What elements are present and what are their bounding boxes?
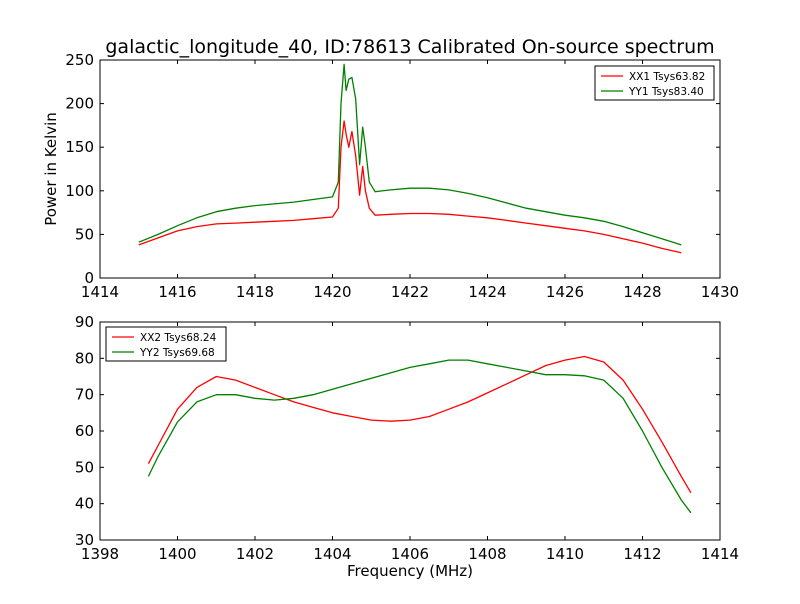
x-tick-label: 1414 xyxy=(701,545,739,563)
x-tick-label: 1404 xyxy=(313,545,351,563)
series-line-2 xyxy=(138,63,682,246)
y-tick-label: 70 xyxy=(75,386,94,404)
x-tick-label: 1428 xyxy=(623,283,661,301)
y-tick-label: 250 xyxy=(65,51,94,69)
figure-title: galactic_longitude_40, ID:78613 Calibrat… xyxy=(105,36,714,58)
x-tick-label: 1400 xyxy=(158,545,196,563)
y-tick-label: 50 xyxy=(75,458,94,476)
x-tick-label: 1412 xyxy=(623,545,661,563)
legend-label-1: XX2 Tsys68.24 xyxy=(140,332,217,344)
legend-label-2: YY2 Tsys69.68 xyxy=(139,347,215,359)
y-tick-label: 40 xyxy=(75,495,94,513)
x-tick-label: 1414 xyxy=(81,283,119,301)
plot-panel-bottom: 1398 1400 1402 1404 1406 1408 1410 1412 1414 30 40… xyxy=(75,313,739,580)
x-tick-label: 1430 xyxy=(701,283,739,301)
y-tick-label: 80 xyxy=(75,349,94,367)
y-tick-label: 200 xyxy=(65,95,94,113)
x-tick-label: 1402 xyxy=(236,545,274,563)
y-tick-label: 50 xyxy=(75,225,94,243)
x-tick-label: 1426 xyxy=(546,283,584,301)
series-line-1 xyxy=(138,120,682,254)
x-tick-label: 1418 xyxy=(236,283,274,301)
series-line-1 xyxy=(147,355,692,494)
x-tick-label: 1422 xyxy=(391,283,429,301)
y-tick-label: 0 xyxy=(84,269,94,287)
legend-label-2: YY1 Tsys83.40 xyxy=(628,86,704,98)
y-tick-label: 150 xyxy=(65,138,94,156)
x-tick-label: 1398 xyxy=(81,545,119,563)
legend-box xyxy=(105,326,227,362)
y-tick-label: 30 xyxy=(75,531,94,549)
x-tick-label: 1424 xyxy=(468,283,506,301)
legend-label-1: XX1 Tsys63.82 xyxy=(629,71,705,83)
legend: XX1 Tsys63.82 YY1 Tsys83.40 xyxy=(594,65,715,101)
series-line-2 xyxy=(147,359,692,514)
x-tick-label: 1406 xyxy=(391,545,429,563)
y-tick-label: 90 xyxy=(75,313,94,331)
x-axis-label: Frequency (MHz) xyxy=(347,562,473,580)
y-axis-label: Power in Kelvin xyxy=(42,112,60,226)
x-tick-label: 1408 xyxy=(468,545,506,563)
plot-panel-top: 1414 1416 1418 1420 1422 1424 1426 1428 1430 0 50 1… xyxy=(42,51,739,301)
x-tick-label: 1416 xyxy=(158,283,196,301)
x-tick-label: 1420 xyxy=(313,283,351,301)
x-tick-label: 1410 xyxy=(546,545,584,563)
y-tick-label: 60 xyxy=(75,422,94,440)
y-tick-label: 100 xyxy=(65,182,94,200)
legend-box xyxy=(594,65,715,101)
legend: XX2 Tsys68.24 YY2 Tsys69.68 xyxy=(105,326,227,362)
